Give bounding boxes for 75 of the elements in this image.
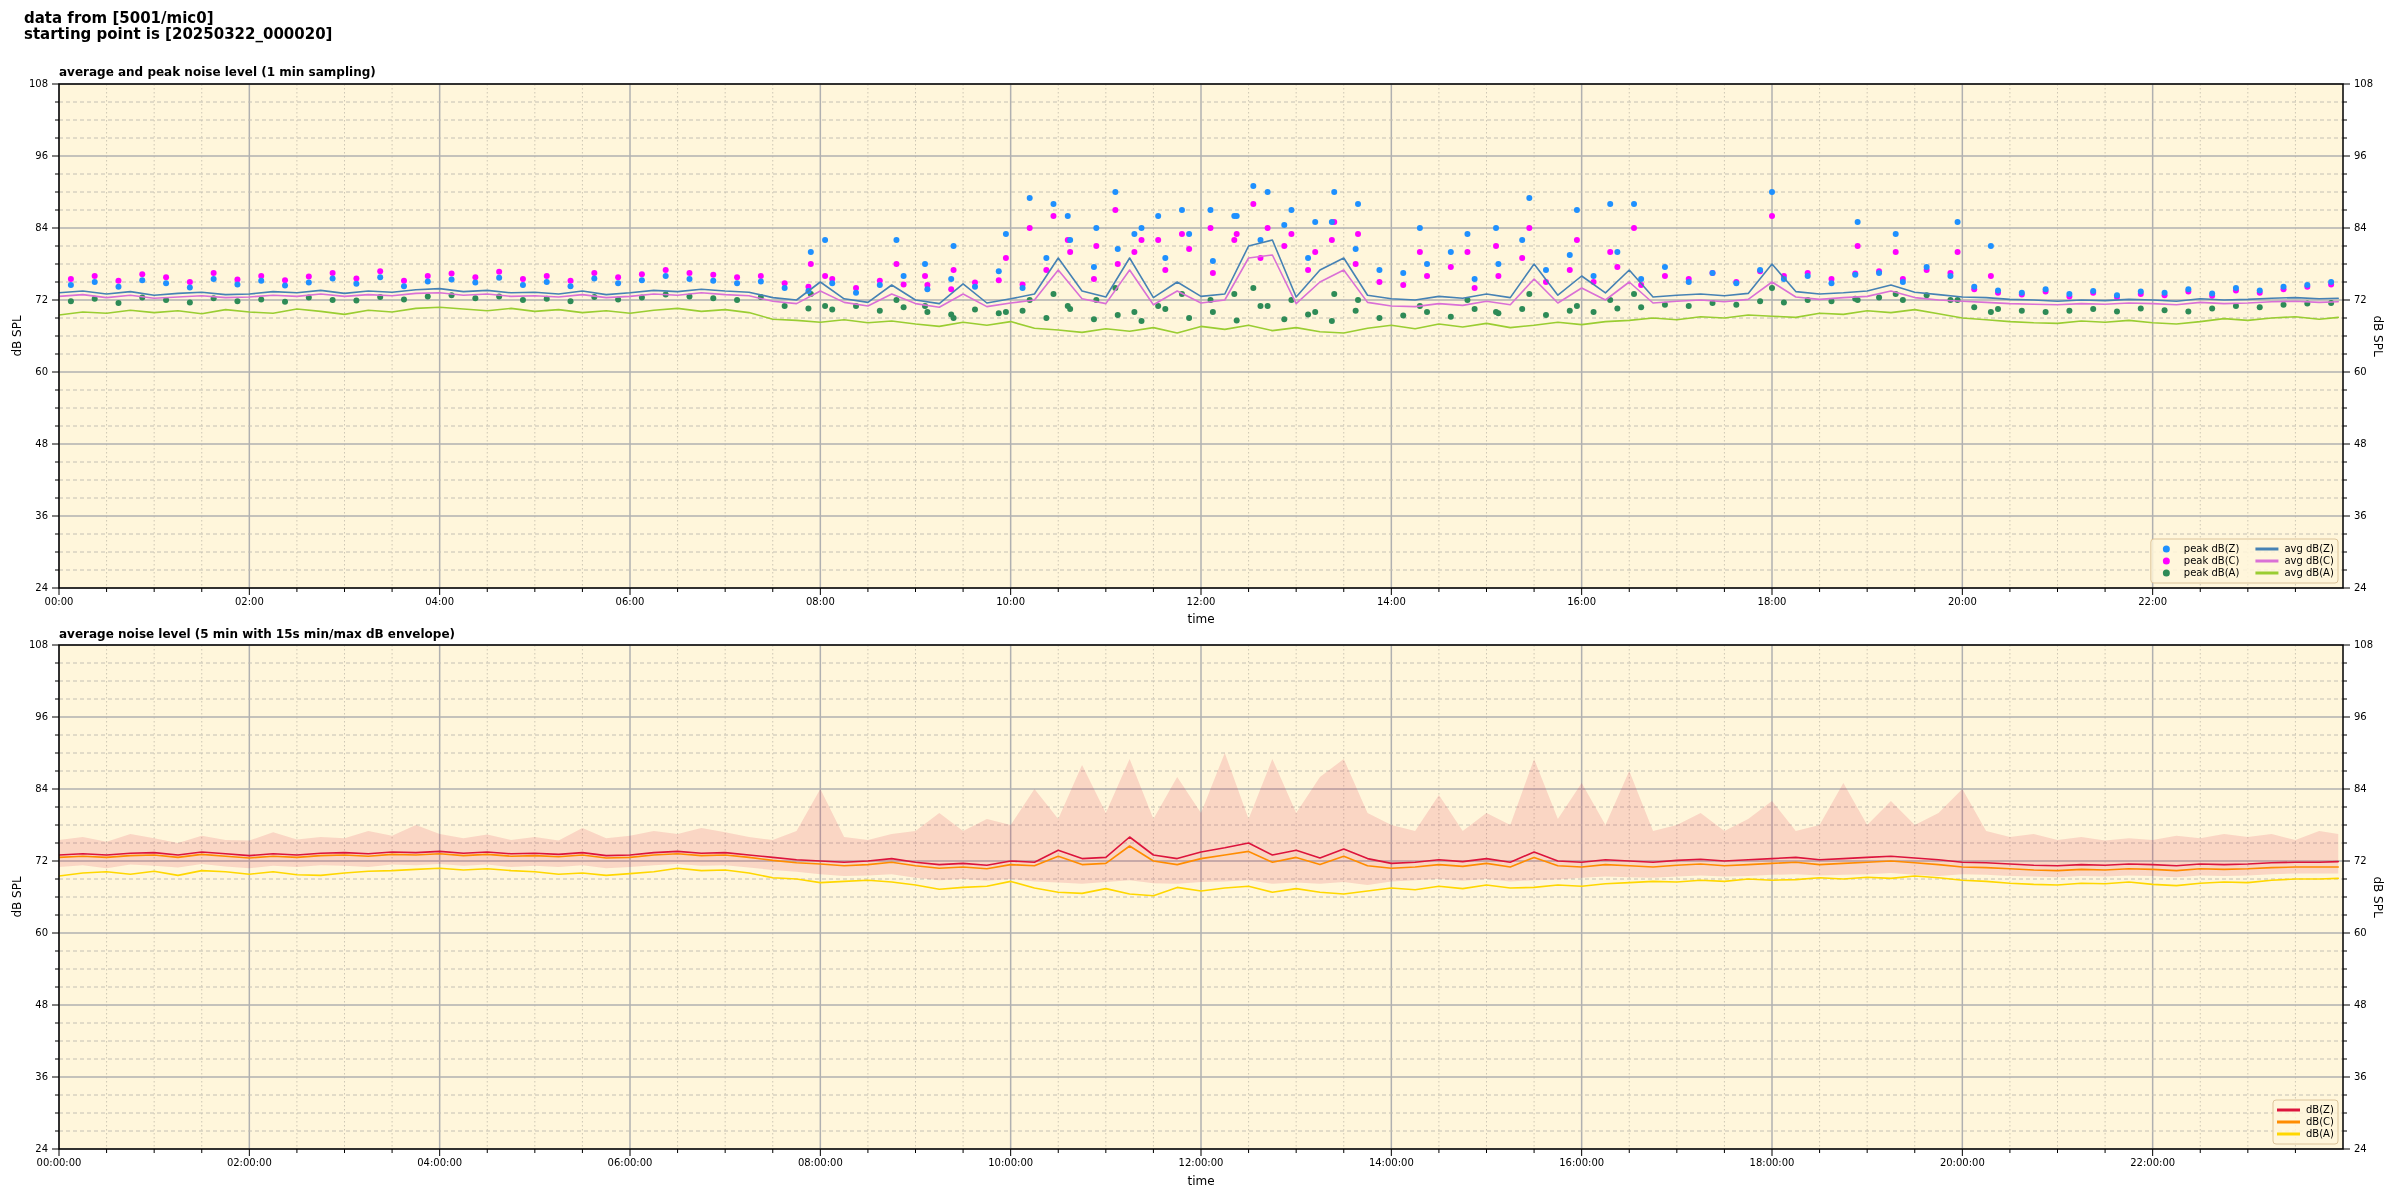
x-tick-label: 20:00:00 [1939,1156,1985,1168]
y-tick-label: 108 [28,77,48,89]
y-tick-label: 84 [35,782,48,794]
y-tick-label: 84 [35,221,48,233]
y-tick-label: 108 [28,638,48,650]
y2-tick-label: 48 [2354,998,2367,1010]
x-tick-label: 22:00 [2138,595,2168,607]
y-tick-label: 48 [35,998,48,1010]
legend-label: dB(C) [2306,1115,2335,1127]
x-tick-label: 12:00 [1186,595,1216,607]
legend-label: peak dB(A) [2183,566,2240,578]
x-tick-label: 18:00:00 [1749,1156,1795,1168]
x-tick-label: 02:00:00 [226,1156,272,1168]
y2-tick-label: 108 [2354,638,2374,650]
y2-tick-label: 36 [2354,509,2367,521]
y-tick-label: 24 [35,581,48,593]
y-axis-title: dB SPL [10,315,25,357]
chart-title: average noise level (5 min with 15s min/max dB envelope) [59,627,456,641]
y2-tick-label: 60 [2354,365,2367,377]
x-tick-label: 10:00:00 [988,1156,1034,1168]
y2-tick-label: 108 [2354,77,2374,89]
y2-tick-label: 36 [2354,1070,2367,1082]
legend-label: peak dB(Z) [2183,542,2240,554]
y2-axis-title: dB SPL [2370,876,2385,918]
x-tick-label: 20:00 [1947,595,1977,607]
y2-tick-label: 96 [2354,149,2367,161]
x-tick-label: 06:00:00 [607,1156,653,1168]
x-tick-label: 00:00 [44,595,74,607]
y-tick-label: 36 [35,1070,48,1082]
y-tick-label: 96 [35,710,48,722]
legend-label: peak dB(C) [2183,554,2240,566]
legend-label: avg dB(Z) [2284,542,2334,554]
x-tick-label: 10:00 [996,595,1026,607]
y-tick-label: 60 [35,926,48,938]
y-tick-label: 24 [35,1142,48,1154]
y2-axis-title: dB SPL [2370,315,2385,357]
y-tick-label: 48 [35,437,48,449]
x-tick-label: 22:00:00 [2130,1156,2176,1168]
y-tick-label: 36 [35,509,48,521]
legend-label: dB(Z) [2306,1103,2334,1115]
x-tick-label: 14:00 [1376,595,1406,607]
x-tick-label: 16:00 [1567,595,1597,607]
chart-title: average and peak noise level (1 min sampling) [59,65,376,79]
x-tick-label: 08:00 [805,595,835,607]
x-tick-label: 08:00:00 [797,1156,843,1168]
x-axis-title: time [1187,1173,1215,1188]
y2-tick-label: 48 [2354,437,2367,449]
y2-tick-label: 24 [2354,581,2367,593]
y2-tick-label: 84 [2354,221,2367,233]
y2-tick-label: 60 [2354,926,2367,938]
text: data from [5001/mic0] [24,9,215,27]
x-tick-label: 14:00:00 [1368,1156,1414,1168]
legend-label: avg dB(A) [2284,566,2334,578]
y-tick-label: 72 [35,293,48,305]
x-tick-label: 02:00 [234,595,264,607]
y2-tick-label: 72 [2354,854,2367,866]
x-axis-title: time [1187,611,1215,626]
y-tick-label: 72 [35,854,48,866]
legend-label: avg dB(C) [2284,554,2335,566]
x-tick-label: 00:00:00 [36,1156,82,1168]
x-tick-label: 16:00:00 [1559,1156,1605,1168]
y-tick-label: 60 [35,365,48,377]
legend-label: dB(A) [2306,1127,2334,1139]
y-axis-title: dB SPL [10,876,25,918]
x-tick-label: 04:00 [425,595,455,607]
y2-tick-label: 24 [2354,1142,2367,1154]
y-tick-label: 96 [35,149,48,161]
x-tick-label: 12:00:00 [1178,1156,1224,1168]
y2-tick-label: 84 [2354,782,2367,794]
text: starting point is [20250322_000020] [24,25,333,43]
x-tick-label: 04:00:00 [417,1156,463,1168]
x-tick-label: 06:00 [615,595,645,607]
x-tick-label: 18:00 [1757,595,1787,607]
y2-tick-label: 96 [2354,710,2367,722]
y2-tick-label: 72 [2354,293,2367,305]
